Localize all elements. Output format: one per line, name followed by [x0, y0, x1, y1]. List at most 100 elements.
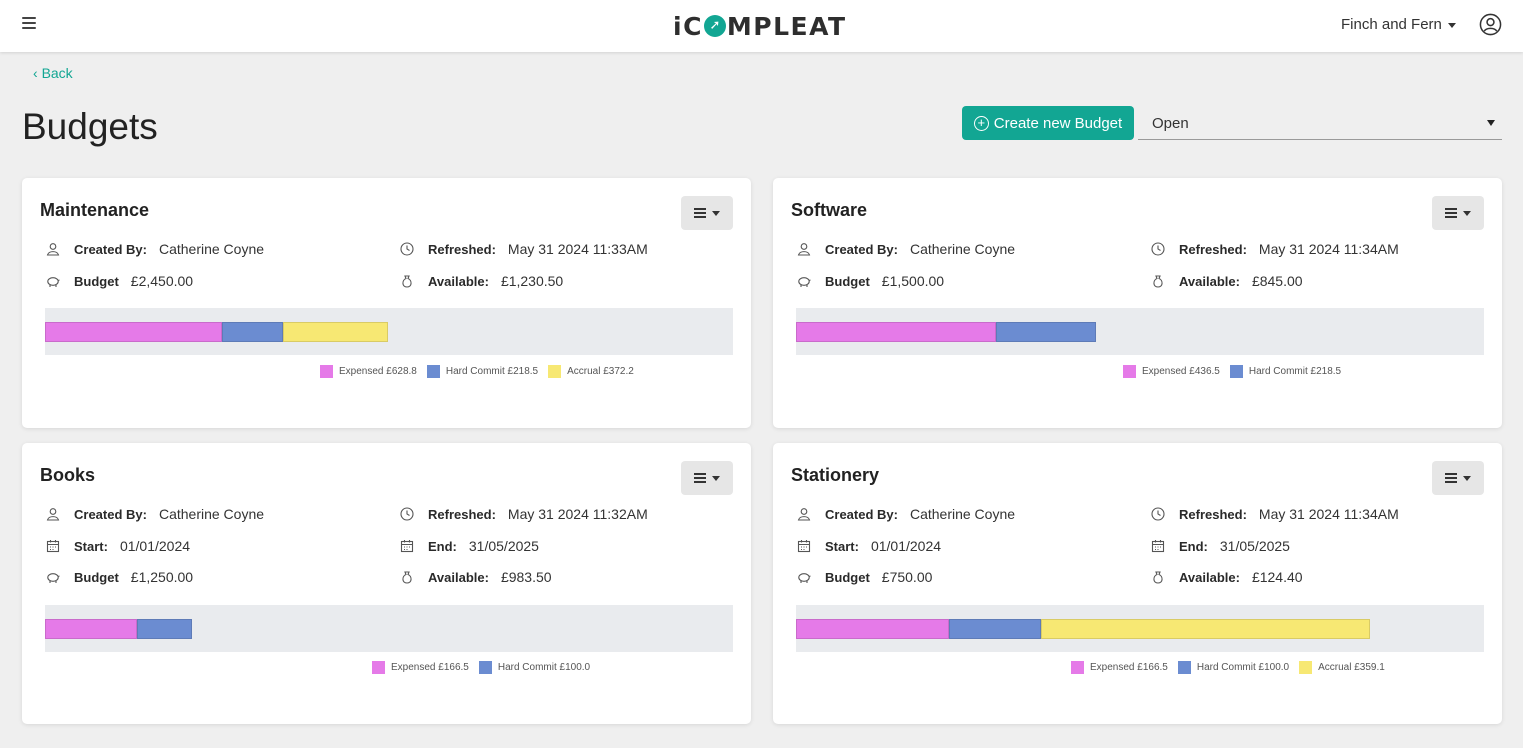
- piggy-bank-icon: [47, 573, 60, 583]
- end-date-field: End: 31/05/2025: [400, 538, 539, 554]
- budget-value: £1,250.00: [130, 569, 194, 585]
- bar-segment-expensed[interactable]: [45, 619, 137, 639]
- legend-label: Hard Commit £100.0: [1196, 662, 1290, 673]
- legend-item-accrual[interactable]: Accrual £359.1: [1299, 661, 1385, 674]
- piggy-bank-icon: [47, 277, 60, 287]
- money-bag-icon: [402, 275, 412, 288]
- bar-segment-accrual[interactable]: [283, 322, 388, 342]
- org-switcher[interactable]: Finch and Fern: [1341, 16, 1456, 33]
- clock-icon: [1151, 507, 1165, 521]
- created-by-value: Catherine Coyne: [158, 241, 265, 257]
- refreshed-label: Refreshed:: [1179, 241, 1247, 257]
- calendar-icon: [797, 540, 811, 553]
- legend-swatch: [478, 661, 492, 674]
- bar-segment-expensed[interactable]: [45, 322, 222, 342]
- available-label: Available:: [1179, 569, 1240, 585]
- money-bag-icon: [1153, 571, 1163, 584]
- legend-item-accrual[interactable]: Accrual £372.2: [548, 365, 634, 378]
- available-field: Available: £1,230.50: [400, 273, 563, 289]
- budget-card-title: Books: [40, 465, 96, 485]
- legend-item-expensed[interactable]: Expensed £166.5: [372, 661, 469, 674]
- back-link[interactable]: ‹ Back: [33, 65, 73, 81]
- legend-swatch: [1071, 661, 1084, 674]
- status-filter-select[interactable]: Open: [1138, 106, 1502, 140]
- dropdown-arrow-icon: [1487, 120, 1495, 126]
- budget-progress-track: [796, 308, 1484, 355]
- created-by-label: Created By:: [825, 506, 898, 522]
- budget-progress-track: [45, 605, 733, 652]
- end-label: End:: [428, 538, 457, 554]
- bar-segment-hard-commit[interactable]: [949, 619, 1041, 639]
- chart-legend: Expensed £166.5 Hard Commit £100.0 Accrual…: [1071, 661, 1395, 674]
- bar-segment-hard-commit[interactable]: [222, 322, 283, 342]
- start-date-field: Start: 01/01/2024: [797, 538, 941, 554]
- legend-item-hard-commit[interactable]: Hard Commit £218.5: [1229, 365, 1342, 378]
- clock-icon: [1151, 242, 1165, 256]
- card-actions-menu-button[interactable]: [1432, 196, 1484, 230]
- available-field: Available: £124.40: [1151, 569, 1303, 585]
- legend-swatch: [372, 661, 385, 674]
- budget-progress-track: [45, 308, 733, 355]
- chevron-down-icon: [1463, 210, 1471, 216]
- legend-swatch: [1299, 661, 1313, 674]
- list-icon: [694, 206, 706, 220]
- legend-item-expensed[interactable]: Expensed £166.5: [1071, 661, 1168, 674]
- status-filter-value: Open: [1152, 115, 1189, 132]
- refreshed-label: Refreshed:: [1179, 506, 1247, 522]
- budget-card-title: Stationery: [791, 465, 880, 485]
- bar-segment-hard-commit[interactable]: [996, 322, 1096, 342]
- legend-swatch: [1123, 365, 1136, 378]
- user-icon: [46, 508, 60, 521]
- calendar-icon: [400, 540, 414, 553]
- legend-label: Hard Commit £218.5: [1248, 366, 1342, 377]
- bar-segment-expensed[interactable]: [796, 322, 996, 342]
- budget-value: £750.00: [881, 569, 933, 585]
- bar-segment-expensed[interactable]: [796, 619, 949, 639]
- chevron-down-icon: [712, 210, 720, 216]
- list-icon: [1445, 471, 1457, 485]
- legend-item-hard-commit[interactable]: Hard Commit £218.5: [426, 365, 539, 378]
- created-by-field: Created By: Catherine Coyne: [46, 506, 264, 522]
- legend-label: Expensed £166.5: [391, 662, 469, 673]
- budget-card: Maintenance Created By: Catherine Coyne …: [22, 178, 751, 428]
- available-label: Available:: [1179, 273, 1240, 289]
- list-icon: [694, 471, 706, 485]
- plus-circle-icon: +: [973, 115, 989, 131]
- budget-progress-track: [796, 605, 1484, 652]
- legend-item-hard-commit[interactable]: Hard Commit £100.0: [1177, 661, 1290, 674]
- available-value: £845.00: [1251, 273, 1303, 289]
- org-name: Finch and Fern: [1341, 16, 1442, 33]
- legend-item-hard-commit[interactable]: Hard Commit £100.0: [478, 661, 591, 674]
- user-account-icon[interactable]: [1479, 13, 1502, 36]
- refreshed-value: May 31 2024 11:33AM: [507, 241, 648, 257]
- legend-swatch: [426, 365, 440, 378]
- menu-icon[interactable]: [22, 17, 36, 29]
- logo-prefix: iC: [673, 11, 703, 41]
- available-value: £1,230.50: [500, 273, 564, 289]
- available-value: £124.40: [1251, 569, 1303, 585]
- bar-segment-hard-commit[interactable]: [137, 619, 192, 639]
- created-by-field: Created By: Catherine Coyne: [797, 506, 1015, 522]
- budget-amount-field: Budget £2,450.00: [46, 273, 193, 289]
- legend-label: Accrual £359.1: [1318, 662, 1385, 673]
- legend-label: Hard Commit £100.0: [497, 662, 591, 673]
- bar-segment-accrual[interactable]: [1041, 619, 1370, 639]
- start-label: Start:: [74, 538, 108, 554]
- budget-amount-field: Budget £1,500.00: [797, 273, 944, 289]
- legend-swatch: [1229, 365, 1243, 378]
- card-actions-menu-button[interactable]: [681, 196, 733, 230]
- create-budget-button[interactable]: + Create new Budget: [962, 106, 1134, 140]
- calendar-icon: [1151, 540, 1165, 553]
- end-date-field: End: 31/05/2025: [1151, 538, 1290, 554]
- legend-label: Hard Commit £218.5: [445, 366, 539, 377]
- budget-progress-bar: [796, 619, 1370, 639]
- budget-card-title: Maintenance: [40, 200, 150, 220]
- legend-swatch: [1177, 661, 1191, 674]
- create-budget-label: Create new Budget: [993, 114, 1123, 132]
- legend-item-expensed[interactable]: Expensed £628.8: [320, 365, 417, 378]
- legend-item-expensed[interactable]: Expensed £436.5: [1123, 365, 1220, 378]
- chart-legend: Expensed £436.5 Hard Commit £218.5: [1123, 365, 1351, 378]
- card-actions-menu-button[interactable]: [1432, 461, 1484, 495]
- logo-suffix: MPLEAT: [726, 11, 847, 41]
- card-actions-menu-button[interactable]: [681, 461, 733, 495]
